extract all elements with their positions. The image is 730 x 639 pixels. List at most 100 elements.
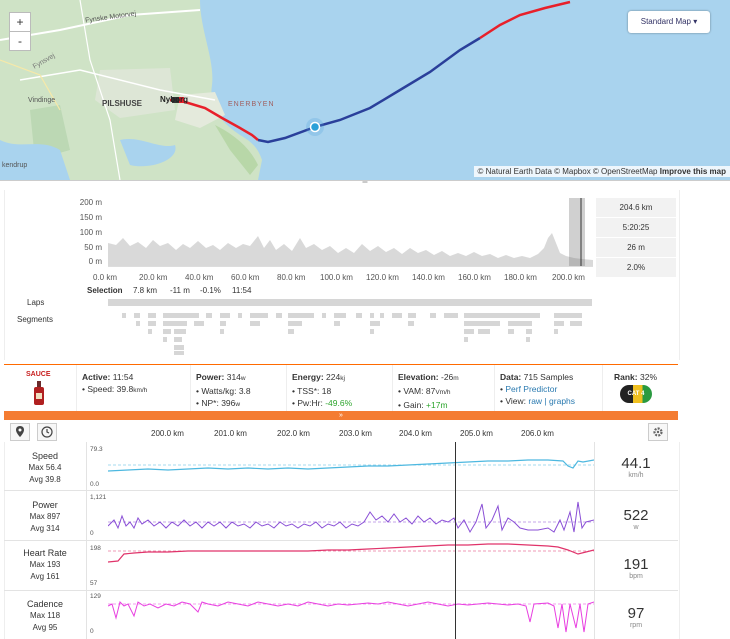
view-separator: | bbox=[544, 396, 547, 406]
np-label: • NP*: bbox=[196, 398, 219, 408]
selection-grade: -0.1% bbox=[200, 286, 221, 295]
wkg-label: • Watts/kg: bbox=[196, 386, 237, 396]
view-raw-link[interactable]: raw bbox=[528, 396, 543, 406]
power-current: 522 w bbox=[596, 507, 676, 531]
row-max: Max 56.4 bbox=[28, 463, 62, 472]
row-max: Max 193 bbox=[29, 560, 61, 569]
segments-label: Segments bbox=[17, 315, 54, 324]
speed-stream-chart[interactable] bbox=[108, 444, 594, 488]
row-avg: Avg 314 bbox=[30, 524, 60, 533]
hr-axis-top: 198 bbox=[90, 545, 101, 552]
map-attribution: © Natural Earth Data © Mapbox © OpenStre… bbox=[473, 166, 730, 177]
map-canvas bbox=[0, 0, 571, 180]
map-place-label: PILSHUSE bbox=[102, 99, 143, 108]
np-value: 396 bbox=[221, 398, 236, 408]
energy-title: Energy: bbox=[292, 372, 324, 382]
cat-badge[interactable]: CAT 4 bbox=[620, 385, 652, 403]
vam-label: • VAM: bbox=[398, 386, 424, 396]
power-current-value: 522 bbox=[623, 507, 649, 524]
selection-elev: -11 m bbox=[170, 286, 190, 295]
attribution-text: © Natural Earth Data © Mapbox © OpenStre… bbox=[477, 167, 658, 176]
row-name: Heart Rate bbox=[23, 548, 67, 558]
row-avg: Avg 39.8 bbox=[29, 475, 61, 484]
perf-predictor-link[interactable]: Perf Predictor bbox=[505, 384, 558, 394]
elev-x-tick: 180.0 km bbox=[504, 273, 537, 282]
route-map[interactable]: Fynske Motorvej Vindinge PILSHUSE Nyborg… bbox=[0, 0, 730, 180]
elevation-value: -26 bbox=[441, 372, 454, 382]
cadence-row-label: Cadence Max 118 Avg 95 bbox=[6, 598, 84, 634]
elevation-panel bbox=[4, 190, 680, 360]
elev-x-tick: 0.0 km bbox=[93, 273, 118, 282]
power-stream-chart[interactable] bbox=[108, 492, 594, 538]
active-value: 11:54 bbox=[112, 372, 134, 382]
power-axis-bottom: 0 bbox=[90, 530, 94, 537]
view-graphs-link[interactable]: graphs bbox=[549, 396, 576, 406]
sauce-bottle-icon bbox=[34, 381, 44, 405]
stream-x-tick: 204.0 km bbox=[399, 429, 432, 438]
gain-label: • Gain: bbox=[398, 400, 424, 410]
cadence-axis-bottom: 0 bbox=[90, 628, 94, 635]
data-samples: 715 Samples bbox=[523, 372, 574, 382]
tss-label: • TSS*: bbox=[292, 386, 320, 396]
np-unit: w bbox=[235, 401, 241, 408]
power-value: 314 bbox=[226, 372, 241, 382]
data-title: Data: bbox=[500, 372, 522, 382]
elev-x-tick: 160.0 km bbox=[458, 273, 491, 282]
speed-value: 39.8 bbox=[116, 384, 134, 394]
elevation-chart[interactable] bbox=[108, 198, 593, 268]
map-place-label: kendrup bbox=[2, 162, 28, 169]
elevation-stats: 204.6 km 5:20:25 26 m 2.0% bbox=[596, 198, 676, 278]
vam-value: 87 bbox=[425, 386, 436, 396]
zoom-in-button[interactable]: + bbox=[9, 12, 31, 32]
settings-gear-icon[interactable] bbox=[648, 423, 668, 441]
elev-x-tick: 120.0 km bbox=[366, 273, 399, 282]
stat-elevation: 26 m bbox=[596, 238, 676, 258]
lap-bar[interactable] bbox=[108, 299, 592, 306]
active-title: Active: bbox=[82, 372, 111, 382]
elev-y-tick: 100 m bbox=[79, 228, 102, 237]
stream-cursor-line[interactable] bbox=[455, 442, 456, 639]
stat-grade: 2.0% bbox=[596, 258, 676, 278]
map-style-dropdown[interactable]: Standard Map ▾ bbox=[628, 11, 710, 33]
elev-x-tick: 140.0 km bbox=[412, 273, 445, 282]
row-name: Power bbox=[32, 500, 58, 510]
laps-label: Laps bbox=[27, 298, 45, 307]
improve-map-link[interactable]: Improve this map bbox=[659, 167, 726, 176]
rank-title: Rank: bbox=[614, 372, 638, 382]
cadence-stream-chart[interactable] bbox=[108, 592, 594, 637]
pwhr-value: -49.6% bbox=[325, 398, 353, 408]
rank-value: 32% bbox=[640, 372, 658, 382]
elev-x-tick: 40.0 km bbox=[185, 273, 214, 282]
cadence-axis-top: 129 bbox=[90, 593, 101, 600]
resize-handle[interactable]: ═ bbox=[362, 179, 368, 186]
elev-y-tick: 0 m bbox=[88, 257, 102, 266]
collapse-bar[interactable]: » bbox=[4, 411, 678, 420]
heart-rate-stream-chart[interactable] bbox=[108, 542, 594, 588]
sauce-logo-text: SAUCE bbox=[26, 371, 51, 378]
elev-x-tick: 200.0 km bbox=[552, 273, 585, 282]
speed-label: • Speed: bbox=[82, 384, 115, 394]
activity-summary: SAUCE Active: 11:54 • Speed: 39.8km/h Po… bbox=[4, 364, 678, 412]
map-pin-icon[interactable] bbox=[10, 423, 30, 441]
summary-power: Power: 314w • Watts/kg: 3.8 • NP*: 396w bbox=[196, 371, 251, 411]
selection-distance: 7.8 km bbox=[133, 286, 158, 295]
view-label: • View: bbox=[500, 396, 526, 406]
speed-axis-bottom: 0.0 bbox=[90, 481, 100, 488]
segments-track[interactable] bbox=[108, 313, 593, 357]
elev-y-tick: 200 m bbox=[79, 198, 102, 207]
gain-value: +17m bbox=[426, 400, 448, 410]
clock-icon[interactable] bbox=[37, 423, 57, 441]
map-place-label: Nyborg bbox=[160, 95, 188, 104]
elev-x-tick: 80.0 km bbox=[277, 273, 306, 282]
elevation-title: Elevation: bbox=[398, 372, 439, 382]
summary-elevation: Elevation: -26m • VAM: 87Vm/h • Gain: +1… bbox=[398, 371, 459, 411]
energy-unit: kj bbox=[340, 375, 345, 382]
power-unit: w bbox=[240, 375, 246, 382]
row-name: Cadence bbox=[26, 599, 64, 609]
zoom-out-button[interactable]: - bbox=[9, 31, 31, 51]
stream-x-tick: 201.0 km bbox=[214, 429, 247, 438]
speed-current-value: 44.1 bbox=[621, 455, 651, 472]
elev-y-tick: 50 m bbox=[84, 243, 102, 252]
elev-x-tick: 100.0 km bbox=[320, 273, 353, 282]
speed-current-unit: km/h bbox=[628, 472, 644, 479]
